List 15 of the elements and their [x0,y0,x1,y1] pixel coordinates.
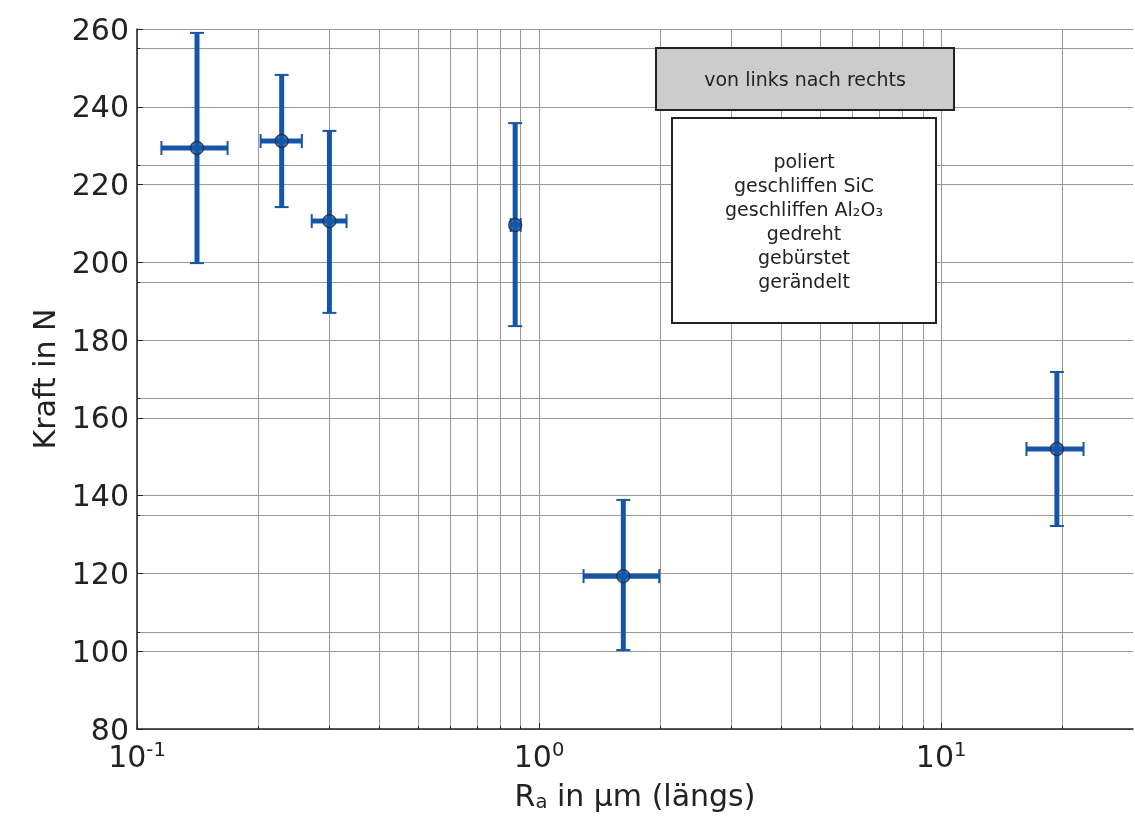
y-tick-label: 200 [71,244,129,280]
y-tick-label: 260 [71,11,129,47]
y-tick-label: 220 [71,167,129,203]
y-tick-label: 140 [71,478,129,514]
y-axis-title: Kraft in N [26,308,62,450]
annotation: von links nach rechts [704,67,906,91]
y-tick-label: 100 [71,633,129,669]
text-box: von links nach rechts [655,47,955,111]
y-tick-label: 160 [71,400,129,436]
y-tick-label: 180 [71,322,129,358]
y-tick-label: 120 [71,555,129,591]
text-box: poliert geschliffen SiC geschliffen Al₂O₃ gedreht gebürstet gerändelt [671,117,937,324]
annotation: poliert geschliffen SiC geschliffen Al₂O₃ gedreht gebürstet gerändelt [724,148,884,293]
y-tick-label: 240 [71,89,129,125]
x-axis-title: Ra in μm (längs) [514,777,756,813]
